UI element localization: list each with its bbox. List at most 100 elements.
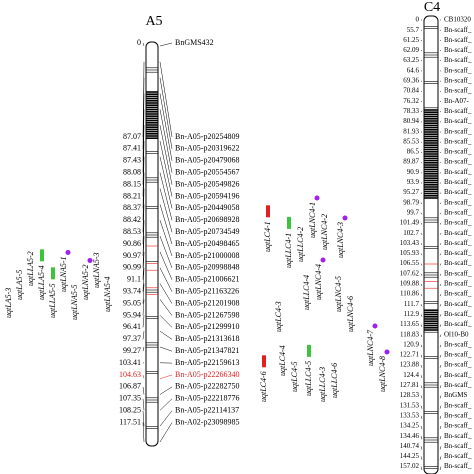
connector — [420, 90, 423, 92]
connector — [439, 375, 442, 379]
qtl-label: uqtLNC4-7 — [366, 329, 375, 366]
marker-label: Bn-scaff_ — [444, 442, 472, 450]
connector — [142, 156, 145, 209]
marker-position: 127.81 — [400, 381, 420, 389]
marker-position: 99.27 — [123, 346, 141, 355]
marker-label: Bn-scaff_ — [444, 462, 472, 470]
connector — [142, 42, 145, 47]
marker-label: Bn-scaff_ — [444, 127, 472, 135]
connector — [420, 304, 423, 307]
connector — [159, 422, 173, 443]
connector — [439, 354, 442, 358]
marker-label: Bn-scaff_ — [444, 77, 472, 85]
marker-position: 108.25 — [119, 406, 141, 415]
marker-position: 98.79 — [403, 198, 419, 206]
marker-label: Bn-A05-p20734549 — [175, 227, 239, 236]
marker-label: Bn-A05-p21163226 — [175, 287, 239, 296]
connector — [439, 263, 442, 266]
marker-position: 128.53 — [400, 391, 420, 399]
connector — [439, 151, 442, 154]
connector — [439, 141, 442, 143]
connector — [439, 334, 442, 338]
marker-position: 80.94 — [403, 117, 419, 125]
marker-label: Bn-scaff_ — [444, 300, 472, 308]
connector — [420, 293, 423, 297]
qtl-label: uqtLC4-6 — [259, 371, 268, 402]
connector — [439, 283, 442, 287]
marker-position: 103.43 — [400, 239, 420, 247]
connector — [420, 365, 423, 368]
marker-position: 88.15 — [123, 179, 141, 188]
connector — [420, 253, 423, 256]
marker-label: Bn-scaff_ — [444, 249, 472, 257]
marker-label: Bn-scaff_ — [444, 66, 472, 74]
marker-label: Bn-scaff_ — [444, 351, 472, 359]
qtl-label: uqtLNA5-1 — [59, 256, 68, 292]
marker-position: 97.37 — [123, 334, 141, 343]
connector — [159, 220, 173, 257]
connector — [439, 405, 442, 409]
qtl-label: uqtLNC4-1 — [308, 202, 317, 238]
marker-label: Bn-scaff_ — [444, 178, 472, 186]
marker-label: Bn-scaff_ — [444, 107, 472, 115]
marker-position: 88.21 — [123, 191, 141, 200]
qtl-label: uqtLNA5-5 — [70, 284, 79, 320]
connector — [439, 131, 442, 133]
marker-position: 124.4 — [403, 371, 419, 379]
qtl-marker — [384, 349, 390, 355]
marker-position: 117.51 — [119, 417, 141, 426]
connector — [142, 346, 145, 352]
connector — [439, 304, 442, 307]
qtl-label: uqtLLA5-4 — [37, 265, 46, 300]
qtl-label: uqtLA5-3 — [4, 288, 13, 318]
connector — [439, 344, 442, 348]
connector — [159, 374, 173, 379]
marker-label: Bn-A05-p22282750 — [175, 382, 239, 391]
connector — [159, 140, 173, 197]
marker-label: Bn-A05-p22114137 — [175, 406, 239, 415]
marker-position: 122.71 — [400, 351, 420, 359]
connector — [142, 251, 145, 280]
marker-position: 69.36 — [403, 77, 419, 85]
connector — [439, 182, 442, 184]
qtl-label: uqtLC4-3 — [274, 301, 283, 332]
connector — [420, 425, 423, 430]
connector — [420, 222, 423, 225]
marker-position: 110.86 — [400, 290, 419, 298]
marker-label: Bn-scaff_ — [444, 36, 472, 44]
marker-label: Bn-scaff_ — [444, 401, 472, 409]
marker-position: 112.9 — [404, 310, 420, 318]
marker-position: 134.46 — [400, 432, 420, 440]
connector — [439, 212, 442, 215]
marker-position: 140.74 — [400, 442, 420, 450]
marker-position: 88.53 — [123, 227, 141, 236]
connector — [420, 212, 423, 215]
marker-position: 111.7 — [404, 300, 420, 308]
connector — [420, 243, 423, 246]
connector — [439, 253, 442, 256]
marker-label: Bn-scaff_ — [444, 422, 472, 430]
marker-label: Bn-A05-p21267598 — [175, 310, 239, 319]
connector — [159, 204, 173, 245]
connector — [142, 267, 145, 292]
marker-position: 90.99 — [123, 263, 141, 272]
connector — [159, 267, 173, 292]
marker-position: 131.53 — [400, 401, 420, 409]
connector — [159, 77, 173, 149]
marker-position: 90.97 — [123, 251, 141, 260]
qtl-marker — [65, 249, 71, 255]
connector — [439, 111, 442, 113]
marker-position: 0 — [416, 16, 420, 24]
connector — [420, 121, 423, 123]
marker-label: Ol10-B0 — [444, 330, 469, 338]
marker-position: 90.86 — [123, 239, 141, 248]
connector — [159, 386, 173, 395]
marker-label: Bn-scaff_ — [444, 432, 472, 440]
connector — [142, 283, 145, 304]
qtl-label: uqtLLC4-1 — [284, 233, 293, 268]
marker-label: Bn-A05-p21000008 — [175, 251, 239, 260]
marker-position: 95.27 — [403, 188, 419, 196]
marker-position: 90.9 — [407, 168, 420, 176]
connector — [159, 172, 173, 221]
marker-position: 64.6 — [407, 66, 420, 74]
